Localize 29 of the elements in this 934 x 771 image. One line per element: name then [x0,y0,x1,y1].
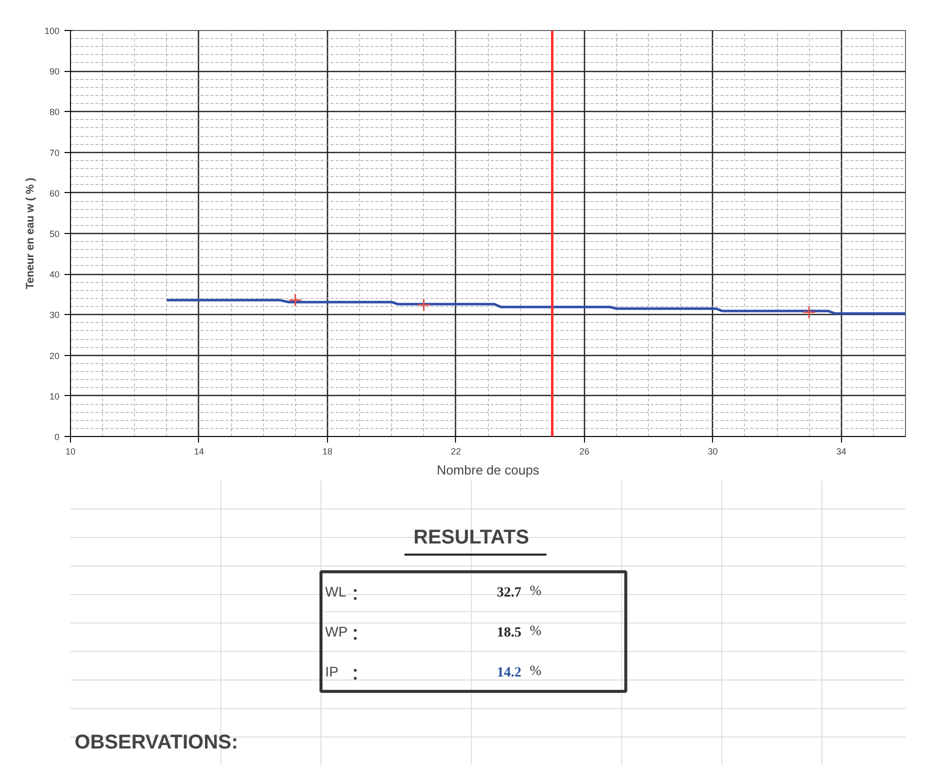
category-label: WL [325,584,346,600]
x-tick-label: 26 [579,446,590,456]
x-tick-label: 22 [450,446,461,456]
line-series [166,298,906,315]
y-tick-label: 10 [49,391,60,402]
text: OBSERVATIONS: [74,732,238,754]
category-label: WP [325,624,348,640]
x-axis-title: Nombre de coups [436,462,540,478]
x-tick-label: 14 [194,446,204,456]
y-tick-label: 100 [44,26,60,36]
y-tick-label: 30 [49,310,60,320]
data-label: 18.5 % [496,624,542,641]
x-tick-label: 34 [836,446,846,456]
y-tick-label: 80 [49,107,60,118]
y-tick-label: 90 [49,66,60,77]
data-label: 32.7 % [496,584,542,601]
x-tick-label: 18 [322,446,332,456]
data-label: 14.2 % [496,664,542,680]
y-tick-label: 70 [49,148,60,158]
x-tick-label: 10 [65,446,76,456]
y-tick-label: 20 [49,350,60,361]
category-label: IP [325,663,338,680]
y-tick-label: 40 [49,270,60,280]
y-tick-label: 60 [49,188,60,198]
text: RESULTATS [414,526,530,548]
y-tick-label: 50 [49,229,60,239]
y-axis-title: Teneur en eau w ( % ) [24,177,36,290]
y-tick-label: 0 [54,432,60,442]
x-tick-label: 30 [708,446,718,456]
